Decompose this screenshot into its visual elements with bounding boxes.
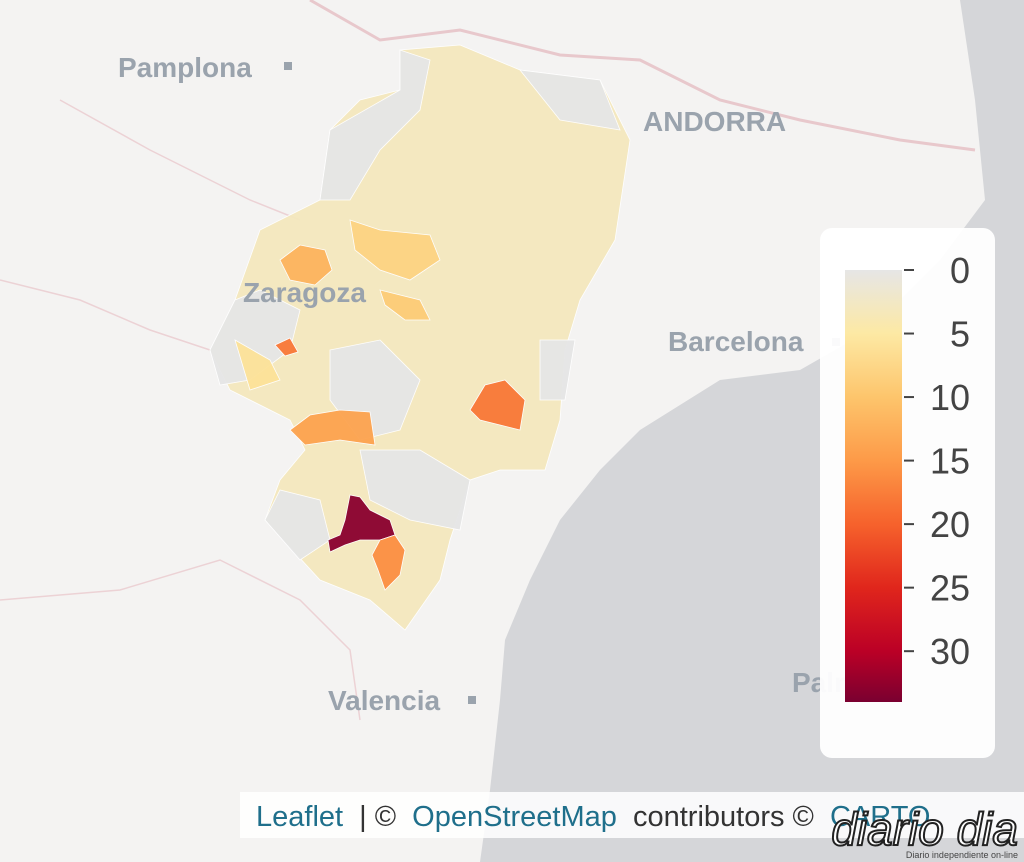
region	[274, 337, 299, 357]
legend-tick-label: 30	[930, 631, 970, 672]
region	[209, 44, 631, 631]
legend-tick-label: 5	[950, 314, 970, 355]
attribution-sep: | ©	[359, 801, 396, 833]
place-marker	[468, 696, 476, 704]
place-label: Zaragoza	[243, 277, 366, 308]
region	[469, 379, 526, 431]
attribution: Leaflet | © OpenStreetMap contributors ©…	[256, 801, 930, 833]
place-label: Barcelona	[668, 326, 804, 357]
region	[539, 339, 576, 401]
border	[309, 0, 976, 152]
place-label: ANDORRA	[643, 106, 786, 137]
place-label: Valencia	[328, 685, 441, 716]
province-borders	[0, 99, 361, 721]
legend-tick-label: 15	[930, 441, 970, 482]
region	[209, 289, 301, 386]
attribution-contrib: contributors ©	[633, 801, 814, 833]
place-marker	[284, 62, 292, 70]
carto-link[interactable]: CARTO	[830, 801, 930, 833]
legend: 0 5 10 15 20 25 30	[904, 250, 970, 672]
legend-tick-label: 25	[930, 568, 970, 609]
legend-tick-label: 10	[930, 377, 970, 418]
osm-link[interactable]: OpenStreetMap	[412, 801, 617, 833]
colorbar	[845, 270, 902, 702]
region	[234, 339, 281, 391]
legend-tick-label: 20	[930, 504, 970, 545]
region	[289, 409, 376, 446]
watermark-tagline: Diario independiente on-line	[906, 850, 1018, 860]
labels: Pamplona ANDORRA Zaragoza Barcelona Valencia…	[118, 52, 875, 716]
region	[264, 489, 331, 561]
region	[519, 69, 621, 131]
place-label: Pamplona	[118, 52, 252, 83]
watermark: diario dia	[831, 803, 1018, 855]
regions	[209, 44, 631, 631]
region	[379, 289, 431, 321]
legend-tick-label: 0	[950, 250, 970, 291]
region	[279, 244, 333, 286]
region	[349, 219, 441, 281]
attribution-bar	[240, 792, 1024, 838]
region	[359, 449, 471, 531]
region	[319, 49, 431, 201]
region	[371, 534, 406, 591]
leaflet-link[interactable]: Leaflet	[256, 801, 343, 833]
